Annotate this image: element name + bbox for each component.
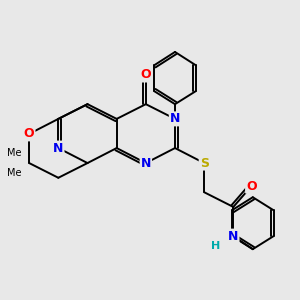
Text: N: N	[53, 142, 64, 154]
Text: O: O	[140, 68, 151, 82]
Text: N: N	[228, 230, 238, 243]
Text: Me: Me	[7, 148, 21, 158]
Text: N: N	[141, 157, 151, 169]
Text: O: O	[246, 180, 257, 193]
Text: Me: Me	[7, 168, 21, 178]
Text: O: O	[24, 128, 34, 140]
Text: H: H	[211, 241, 220, 251]
Text: S: S	[200, 157, 209, 169]
Text: N: N	[170, 112, 180, 125]
